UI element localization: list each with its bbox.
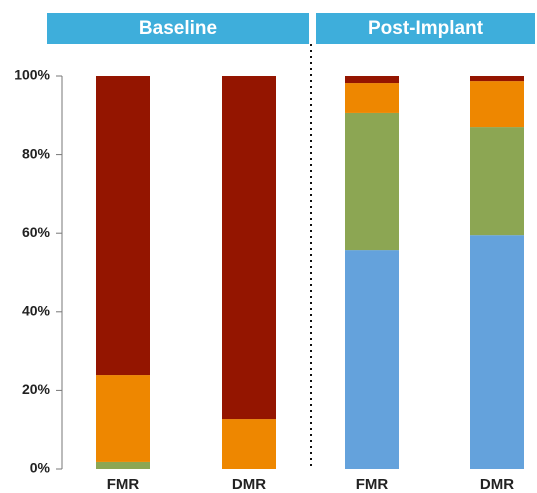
x-tick-label: DMR	[480, 476, 514, 493]
x-tick-label: DMR	[232, 476, 266, 493]
bar-segment	[96, 76, 150, 376]
bar-segment	[345, 112, 399, 251]
group-label: Baseline	[139, 18, 217, 39]
bar-segment	[345, 83, 399, 113]
y-tick-label: 0%	[30, 460, 51, 476]
group-header	[316, 13, 535, 44]
bar-segment	[222, 76, 276, 420]
bar-segment	[345, 250, 399, 469]
y-tick-label: 20%	[22, 381, 51, 397]
bar-segment	[96, 375, 150, 462]
group-label: Post-Implant	[368, 18, 484, 39]
x-tick-label: FMR	[107, 476, 140, 493]
y-tick-label: 80%	[22, 145, 51, 161]
x-tick-label: FMR	[356, 476, 389, 493]
bar-segment	[470, 235, 524, 469]
bar-segment	[470, 81, 524, 128]
bar-segment	[96, 461, 150, 469]
y-tick-label: 60%	[22, 224, 51, 240]
bar-segment	[470, 127, 524, 236]
bar-segment	[222, 419, 276, 469]
y-tick-label: 40%	[22, 303, 51, 319]
y-tick-label: 100%	[14, 67, 50, 83]
group-header	[47, 13, 309, 44]
bar-segment	[345, 76, 399, 84]
bar-segment	[470, 76, 524, 82]
